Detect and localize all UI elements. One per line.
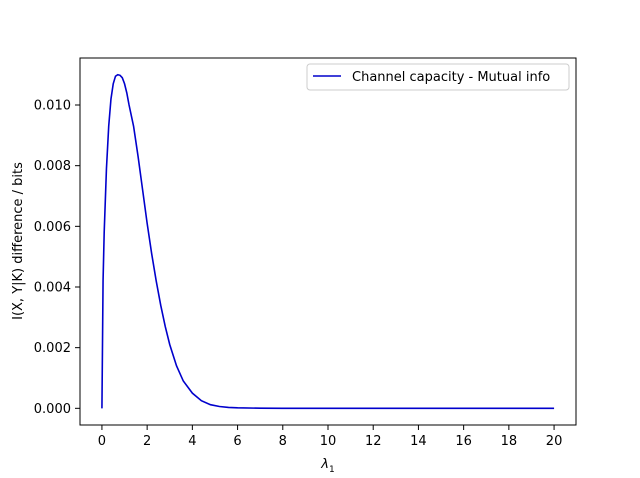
y-tick-label: 0.006 (34, 220, 71, 235)
x-tick-label: 18 (501, 434, 518, 449)
y-axis-label: I(X, Y|K) difference / bits (11, 162, 26, 320)
series-line-mutual-info (101, 73, 555, 410)
x-tick-label: 2 (143, 434, 151, 449)
x-axis-ticks: 0 2 4 6 8 10 12 14 16 18 20 (98, 425, 563, 449)
x-tick-label: 12 (365, 434, 382, 449)
y-tick-label: 0.004 (34, 280, 71, 295)
y-tick-label: 0.008 (34, 159, 71, 174)
x-axis-label-symbol: λ (320, 457, 329, 472)
y-tick-label: 0.002 (34, 341, 71, 356)
x-tick-label: 4 (188, 434, 196, 449)
x-tick-label: 0 (98, 434, 106, 449)
y-axis-ticks: 0.000 0.002 0.004 0.006 0.008 0.010 (34, 99, 80, 417)
x-tick-label: 20 (546, 434, 563, 449)
x-tick-label: 6 (233, 434, 241, 449)
x-tick-label: 14 (410, 434, 427, 449)
y-tick-label: 0.000 (34, 402, 71, 417)
x-axis-label: λ1 (320, 457, 334, 475)
x-tick-label: 8 (279, 434, 287, 449)
legend-box (306, 63, 570, 91)
legend: Channel capacity - Mutual info (306, 63, 570, 91)
x-tick-label: 16 (455, 434, 472, 449)
y-tick-label: 0.010 (34, 99, 71, 114)
plot-area (101, 73, 555, 410)
x-axis-label-subscript: 1 (329, 465, 335, 475)
legend-label-mutual-info: Channel capacity - Mutual info (352, 70, 550, 85)
x-tick-label: 10 (320, 434, 337, 449)
